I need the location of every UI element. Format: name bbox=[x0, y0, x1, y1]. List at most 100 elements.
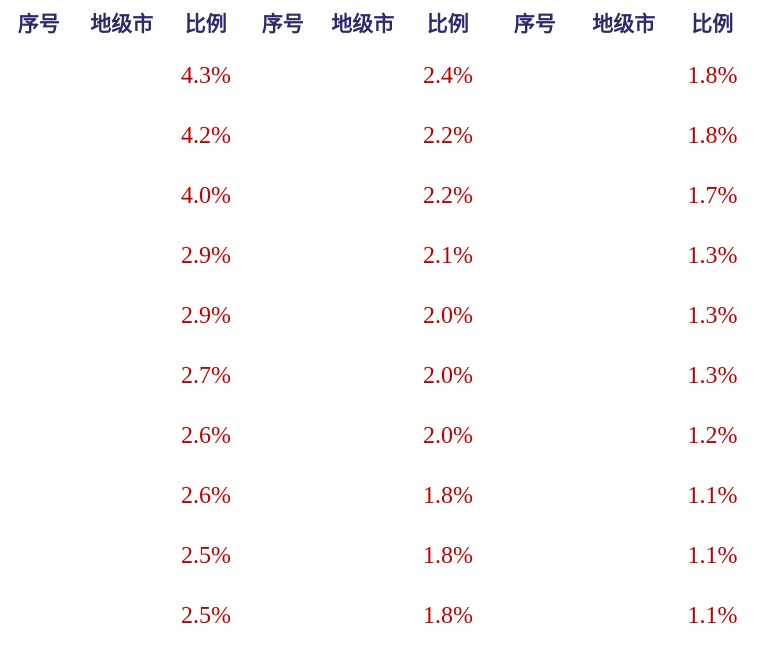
city-cell bbox=[580, 346, 668, 406]
ratio-cell: 4.3% bbox=[181, 62, 231, 89]
serial-cell bbox=[0, 286, 78, 346]
city-cell bbox=[320, 406, 406, 466]
serial-cell bbox=[246, 286, 320, 346]
serial-cell bbox=[490, 526, 580, 586]
city-cell bbox=[78, 286, 166, 346]
serial-cell bbox=[246, 226, 320, 286]
city-cell bbox=[78, 586, 166, 646]
serial-cell bbox=[0, 226, 78, 286]
serial-cell bbox=[0, 526, 78, 586]
city-cell bbox=[78, 226, 166, 286]
column-header-serial: 序号 bbox=[262, 13, 304, 36]
serial-cell bbox=[246, 466, 320, 526]
city-cell bbox=[78, 406, 166, 466]
serial-cell bbox=[0, 106, 78, 166]
column-header-city: 地级市 bbox=[331, 13, 395, 36]
ratio-cell: 1.1% bbox=[687, 602, 738, 629]
serial-cell bbox=[490, 406, 580, 466]
column-header-city: 地级市 bbox=[90, 13, 154, 36]
city-cell bbox=[320, 166, 406, 226]
city-cell bbox=[78, 526, 166, 586]
ratio-cell: 2.2% bbox=[423, 122, 473, 149]
ratio-cell: 1.3% bbox=[687, 242, 738, 269]
city-cell bbox=[580, 106, 668, 166]
city-cell bbox=[78, 46, 166, 106]
city-cell bbox=[580, 586, 668, 646]
ratio-cell: 1.3% bbox=[687, 362, 738, 389]
ratio-cell: 2.6% bbox=[181, 422, 231, 449]
city-cell bbox=[320, 586, 406, 646]
ratio-cell: 4.0% bbox=[181, 182, 231, 209]
serial-cell bbox=[246, 406, 320, 466]
ratio-cell: 4.2% bbox=[181, 122, 231, 149]
ratio-cell: 1.8% bbox=[687, 122, 738, 149]
ratio-cell: 1.8% bbox=[423, 602, 473, 629]
ratio-cell: 2.0% bbox=[423, 422, 473, 449]
city-cell bbox=[78, 106, 166, 166]
ratio-cell: 2.9% bbox=[181, 242, 231, 269]
ratio-cell: 2.2% bbox=[423, 182, 473, 209]
ratio-cell: 1.8% bbox=[423, 542, 473, 569]
city-cell bbox=[320, 286, 406, 346]
ratio-cell: 1.3% bbox=[687, 302, 738, 329]
column-header-serial: 序号 bbox=[514, 13, 556, 36]
serial-cell bbox=[0, 406, 78, 466]
city-cell bbox=[320, 346, 406, 406]
column-header-ratio: 比例 bbox=[427, 13, 469, 36]
city-cell bbox=[580, 466, 668, 526]
column-header-ratio: 比例 bbox=[691, 13, 734, 36]
ratio-cell: 2.6% bbox=[181, 482, 231, 509]
serial-cell bbox=[0, 466, 78, 526]
ratio-cell: 2.5% bbox=[181, 542, 231, 569]
ratio-cell: 2.9% bbox=[181, 302, 231, 329]
ratio-cell: 2.5% bbox=[181, 602, 231, 629]
city-cell bbox=[580, 286, 668, 346]
serial-cell bbox=[0, 586, 78, 646]
ratio-cell: 1.1% bbox=[687, 542, 738, 569]
city-cell bbox=[580, 46, 668, 106]
serial-cell bbox=[490, 346, 580, 406]
ratio-cell: 1.2% bbox=[687, 422, 738, 449]
city-cell bbox=[320, 106, 406, 166]
serial-cell bbox=[490, 586, 580, 646]
serial-cell bbox=[246, 346, 320, 406]
serial-cell bbox=[490, 106, 580, 166]
serial-cell bbox=[490, 46, 580, 106]
serial-cell bbox=[0, 46, 78, 106]
ratio-cell: 2.4% bbox=[423, 62, 473, 89]
city-cell bbox=[78, 346, 166, 406]
serial-cell bbox=[246, 46, 320, 106]
ratio-cell: 2.7% bbox=[181, 362, 231, 389]
serial-cell bbox=[246, 586, 320, 646]
serial-cell bbox=[246, 106, 320, 166]
city-cell bbox=[320, 46, 406, 106]
city-cell bbox=[320, 226, 406, 286]
ratio-cell: 1.7% bbox=[687, 182, 738, 209]
ratio-cell: 1.1% bbox=[687, 482, 738, 509]
city-cell bbox=[320, 466, 406, 526]
city-cell bbox=[320, 526, 406, 586]
city-cell bbox=[78, 466, 166, 526]
ratio-cell: 2.0% bbox=[423, 362, 473, 389]
serial-cell bbox=[246, 166, 320, 226]
ratio-cell: 2.0% bbox=[423, 302, 473, 329]
ratio-cell: 1.8% bbox=[687, 62, 738, 89]
city-cell bbox=[580, 526, 668, 586]
serial-cell bbox=[490, 466, 580, 526]
serial-cell bbox=[0, 346, 78, 406]
column-header-serial: 序号 bbox=[18, 13, 60, 36]
serial-cell bbox=[490, 166, 580, 226]
city-cell bbox=[78, 166, 166, 226]
city-cell bbox=[580, 406, 668, 466]
serial-cell bbox=[490, 286, 580, 346]
serial-cell bbox=[246, 526, 320, 586]
column-header-ratio: 比例 bbox=[185, 13, 227, 36]
column-header-city: 地级市 bbox=[592, 13, 656, 36]
serial-cell bbox=[490, 226, 580, 286]
city-cell bbox=[580, 226, 668, 286]
city-cell bbox=[580, 166, 668, 226]
serial-cell bbox=[0, 166, 78, 226]
ratio-cell: 2.1% bbox=[423, 242, 473, 269]
ratio-cell: 1.8% bbox=[423, 482, 473, 509]
